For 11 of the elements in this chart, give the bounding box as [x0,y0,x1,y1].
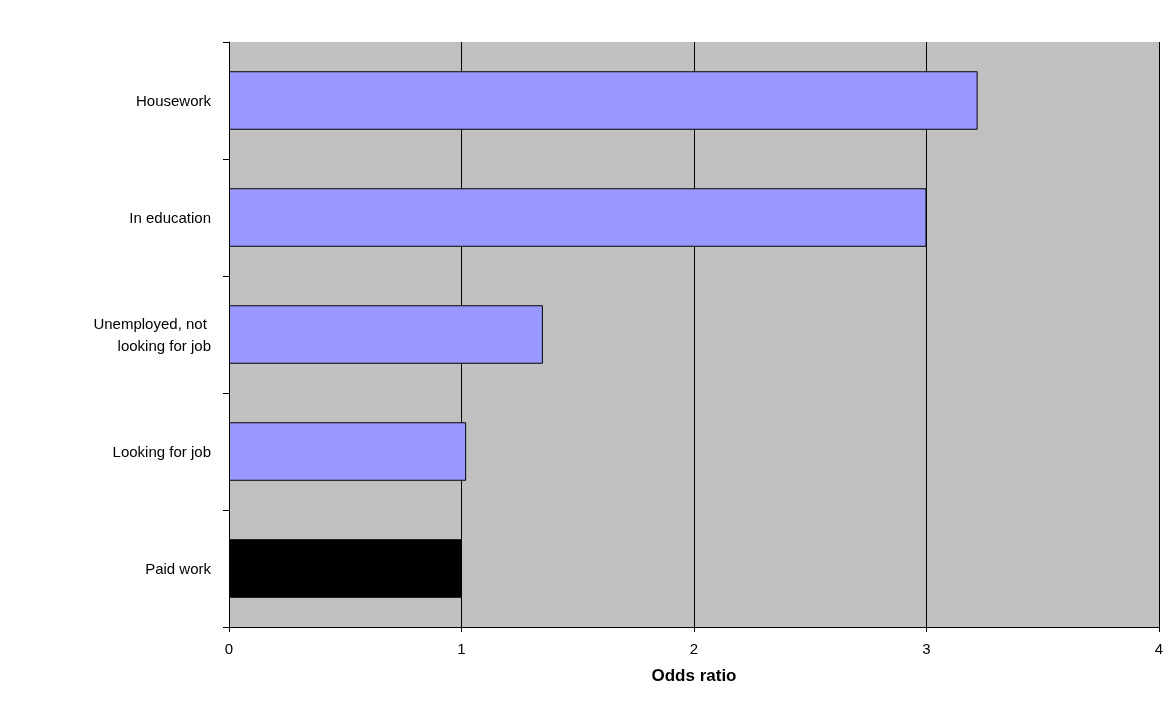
y-tick-label: In education [129,209,211,226]
x-tick-label: 0 [224,640,234,657]
x-tick-label: 1 [457,640,466,657]
y-tick-label: Paid work [145,560,212,577]
x-tick-label: 4 [1154,640,1164,657]
x-tick-label: 3 [922,640,931,657]
y-tick-label: Housework [135,92,212,109]
y-tick-label: Looking for job [112,443,211,460]
x-axis-title: Odds ratio [651,666,737,685]
y-tick-label: Unemployed, not looking for job [93,315,211,354]
x-tick-label: 2 [689,640,699,657]
